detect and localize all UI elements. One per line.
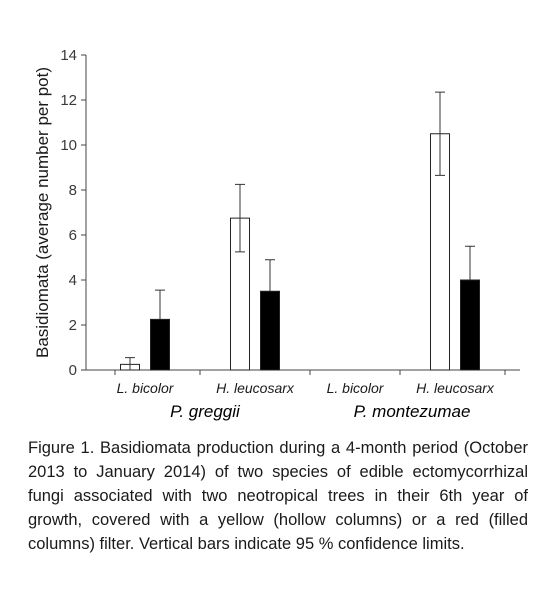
- y-tick-label: 2: [69, 317, 77, 334]
- figure-caption: Figure 1. Basidiomata production during …: [28, 439, 528, 553]
- x-category-label: H. leucosarx: [416, 380, 495, 396]
- y-axis-title: Basidiomata (average number per pot): [33, 67, 52, 358]
- chart-labels: 0 2 4 6 8 10 12 14 Basidiomata (average number p…: [33, 47, 495, 421]
- group-label: P. montezumae: [354, 402, 471, 421]
- y-tick-label: 10: [60, 137, 77, 154]
- bar: [460, 279, 480, 371]
- y-tick-label: 0: [69, 362, 77, 379]
- bar: [150, 318, 170, 371]
- y-tick-label: 14: [60, 47, 77, 64]
- y-tick-label: 6: [69, 227, 77, 244]
- chart-bars: [120, 91, 480, 371]
- y-tick-label: 12: [60, 92, 77, 109]
- y-tick-label: 4: [69, 272, 77, 289]
- y-tick-label: 8: [69, 182, 77, 199]
- chart-axes: [81, 54, 520, 375]
- x-category-label: H. leucosarx: [216, 380, 295, 396]
- x-category-label: L. bicolor: [117, 380, 175, 396]
- bar: [260, 290, 280, 371]
- bar-chart: 0 2 4 6 8 10 12 14 Basidiomata (average number p…: [33, 47, 520, 421]
- group-label: P. greggii: [170, 402, 241, 421]
- x-category-label: L. bicolor: [327, 380, 385, 396]
